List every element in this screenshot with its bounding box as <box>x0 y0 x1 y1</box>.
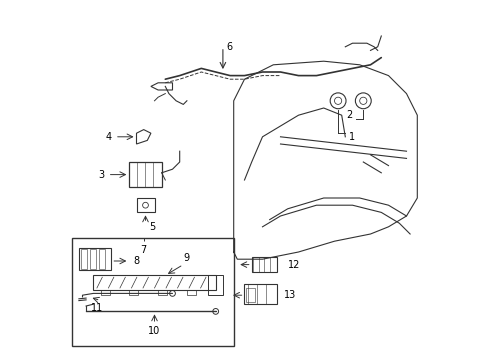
Bar <box>158 290 167 295</box>
Bar <box>244 284 276 304</box>
Text: 2: 2 <box>346 110 352 120</box>
Text: 13: 13 <box>284 290 296 300</box>
Bar <box>136 198 154 212</box>
Bar <box>89 249 96 269</box>
Text: 3: 3 <box>98 170 104 180</box>
Bar <box>129 290 138 295</box>
Text: 8: 8 <box>133 256 139 266</box>
Bar <box>72 238 233 346</box>
Text: 6: 6 <box>226 42 232 52</box>
Bar <box>101 290 109 295</box>
Text: 9: 9 <box>183 253 189 263</box>
Text: 4: 4 <box>105 132 111 142</box>
Text: 12: 12 <box>287 260 300 270</box>
Bar <box>99 249 105 269</box>
Bar <box>129 162 162 187</box>
Text: 7: 7 <box>140 245 146 255</box>
Text: 11: 11 <box>91 303 103 314</box>
Bar <box>79 248 111 270</box>
Bar <box>81 249 87 269</box>
Bar <box>93 275 215 290</box>
Bar <box>246 288 255 302</box>
Bar <box>208 275 223 295</box>
Bar <box>251 257 276 272</box>
Text: 5: 5 <box>149 222 155 232</box>
Text: 10: 10 <box>148 326 160 336</box>
Bar <box>186 290 196 295</box>
Text: 1: 1 <box>348 132 354 142</box>
